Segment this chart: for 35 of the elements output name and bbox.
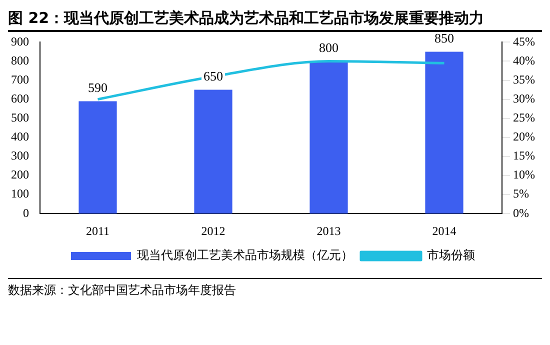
- y-tick-label: 300: [11, 148, 29, 163]
- y-tick-label: 500: [11, 110, 29, 125]
- y2-tick-label: 30%: [513, 91, 536, 106]
- source-note: 数据来源：文化部中国艺术品市场年度报告: [8, 278, 542, 299]
- y2-tick-label: 5%: [513, 186, 530, 201]
- y-tick-label: 400: [11, 130, 29, 144]
- x-tick-label: 2014: [432, 224, 456, 238]
- data-label: 590: [88, 80, 108, 96]
- legend-label: 市场份额: [427, 248, 475, 262]
- x-tick-label: 2011: [86, 224, 110, 238]
- x-tick-label: 2012: [201, 224, 226, 238]
- bar: [425, 52, 464, 214]
- y2-tick-label: 0%: [513, 206, 530, 220]
- y-tick-label: 900: [11, 34, 29, 48]
- y-tick-label: 700: [11, 72, 29, 86]
- y-tick-label: 100: [11, 186, 29, 201]
- bar: [78, 101, 117, 214]
- y-tick-label: 200: [11, 168, 29, 182]
- y2-tick-label: 45%: [513, 34, 536, 48]
- y2-tick-label: 25%: [513, 110, 536, 125]
- y-tick-label: 800: [11, 53, 29, 68]
- y2-tick-label: 20%: [513, 130, 536, 144]
- bar: [194, 90, 232, 214]
- y-tick-label: 600: [11, 91, 29, 106]
- y2-tick-label: 15%: [513, 148, 536, 163]
- chart-title: 图 22：现当代原创工艺美术品成为艺术品和工艺品市场发展重要推动力: [8, 8, 542, 32]
- data-label: 800: [319, 40, 338, 56]
- legend-label: 现当代原创工艺美术品市场规模（亿元）: [137, 248, 353, 262]
- y2-tick-label: 10%: [513, 168, 536, 182]
- y2-tick-label: 35%: [513, 72, 536, 86]
- bar: [310, 61, 348, 214]
- y2-tick-label: 40%: [513, 53, 536, 68]
- data-label: 850: [434, 30, 454, 46]
- y-tick-label: 0: [23, 206, 29, 220]
- x-tick-label: 2013: [316, 224, 341, 238]
